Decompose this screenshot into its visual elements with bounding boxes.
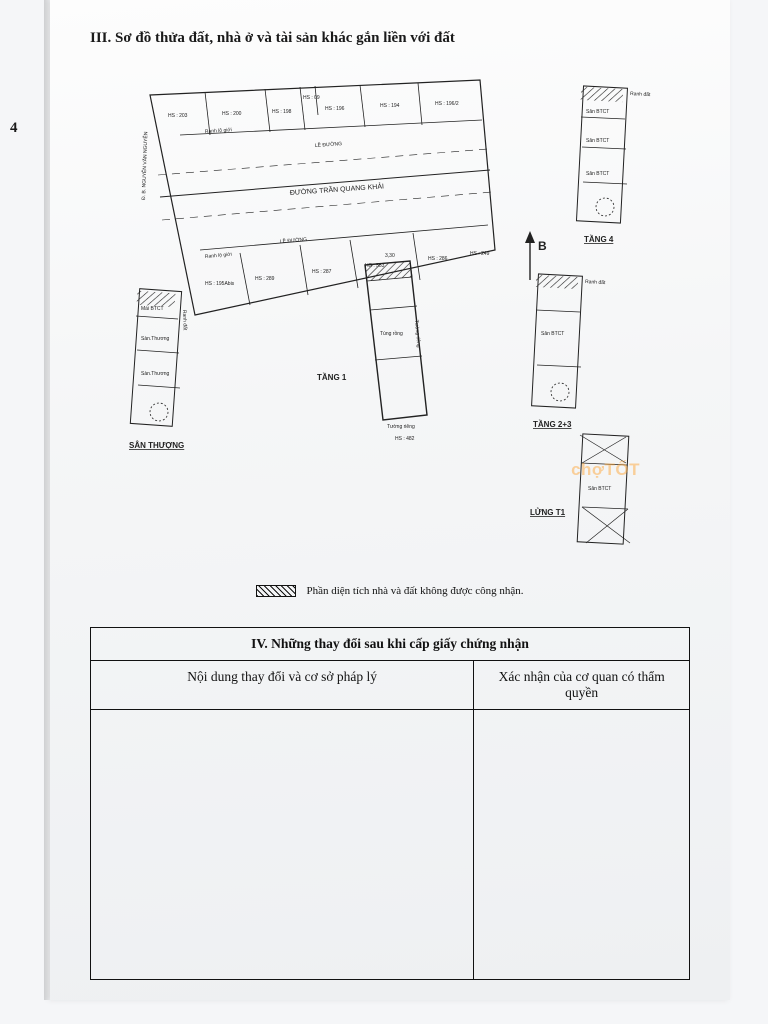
legend: Phần diện tích nhà và đất không được côn… (90, 585, 690, 597)
compass-b: B (538, 239, 547, 253)
diagram-svg: ĐƯỜNG TRẦN QUANG KHẢI Đ. B. NGUYỄN VĂN N… (90, 65, 690, 565)
p1: HS : 203 (168, 113, 188, 119)
p12: HS : 286 (428, 256, 448, 262)
page-number-margin: 4 (10, 120, 18, 137)
changes-confirm-cell (474, 710, 690, 980)
san-thuong-plan: Mái BTCT Sàn.Thương Sàn.Thương Ranh đất … (129, 289, 188, 450)
section-3-title: III. Sơ đồ thửa đất, nhà ở và tài sản kh… (90, 30, 690, 47)
t1-wall-r: Tường riêng (413, 320, 421, 348)
lt-a: Sân BTCT (588, 486, 611, 492)
tang-23-plan: Sân BTCT Ranh đất TẦNG 2+3 (532, 274, 607, 429)
t4-axis: Ranh đất (630, 91, 651, 98)
compass: B (525, 231, 547, 280)
t4-c: Sân BTCT (586, 171, 609, 177)
edge-bottom: LỀ ĐƯỜNG (280, 236, 308, 245)
legend-text: Phần diện tích nhà và đất không được côn… (306, 585, 523, 597)
street-side-label: Đ. B. NGUYỄN VĂN NGUYỄN (140, 131, 149, 200)
p9: HS : 289 (255, 276, 275, 282)
lung-t1-plan: Sân BTCT LỬNG T1 (530, 434, 630, 544)
tang1-label: TẦNG 1 (317, 372, 347, 382)
edge-top: LỀ ĐƯỜNG (315, 140, 343, 149)
site-map: ĐƯỜNG TRẦN QUANG KHẢI Đ. B. NGUYỄN VĂN N… (140, 80, 495, 315)
watermark-chotot: chợTỐT (571, 460, 640, 480)
tang-4-plan: Sân BTCT Sân BTCT Sân BTCT Ranh đất TẦNG… (576, 86, 651, 244)
t1-wall-b: Tường riêng (387, 424, 415, 430)
san-thuong-label: SÂN THƯỢNG (129, 441, 184, 450)
p2: HS : 200 (222, 111, 242, 117)
legend-hatch-swatch (256, 585, 296, 597)
st-axis: Ranh đất (181, 310, 188, 331)
t23-a: Sân BTCT (541, 331, 564, 337)
st-b: Sàn.Thương (141, 336, 170, 342)
p3: HS : 198 (272, 109, 292, 115)
p6: HS : 194 (380, 103, 400, 109)
t4-a: Sân BTCT (586, 109, 609, 115)
land-diagram: ĐƯỜNG TRẦN QUANG KHẢI Đ. B. NGUYỄN VĂN N… (90, 65, 690, 565)
tang-1-plan: Tùng rồng Tường riêng Tường riêng HS : 4… (317, 253, 427, 442)
changes-content-cell (91, 710, 474, 980)
p4: HS : 09 (303, 95, 320, 101)
p7: HS : 196/2 (435, 101, 459, 107)
section-4-table: IV. Những thay đổi sau khi cấp giấy chứn… (90, 627, 690, 980)
p10: HS : 287 (312, 269, 332, 275)
tang23-label: TẦNG 2+3 (533, 419, 572, 429)
section-4-title: IV. Những thay đổi sau khi cấp giấy chứn… (91, 628, 690, 661)
p5: HS : 196 (325, 106, 345, 112)
t1-room: Tùng rồng (380, 331, 403, 337)
col-left-header: Nội dung thay đổi và cơ sở pháp lý (91, 661, 474, 710)
p13: HS : 249 (470, 251, 490, 257)
p14: HS : 482 (395, 436, 415, 442)
t4-b: Sân BTCT (586, 138, 609, 144)
lungt1-label: LỬNG T1 (530, 508, 566, 517)
dim1: 3,30 (385, 253, 395, 259)
p8: HS : 195Abis (205, 281, 235, 287)
document-page: III. Sơ đồ thửa đất, nhà ở và tài sản kh… (50, 0, 730, 1000)
st-c: Sàn.Thương (141, 371, 170, 377)
t23-axis: Ranh đất (585, 279, 606, 286)
tang4-label: TẦNG 4 (584, 234, 614, 244)
ranh-2: Ranh lộ giới (205, 252, 232, 260)
col-right-header: Xác nhận của cơ quan có thẩm quyền (474, 661, 690, 710)
st-a: Mái BTCT (141, 306, 164, 312)
